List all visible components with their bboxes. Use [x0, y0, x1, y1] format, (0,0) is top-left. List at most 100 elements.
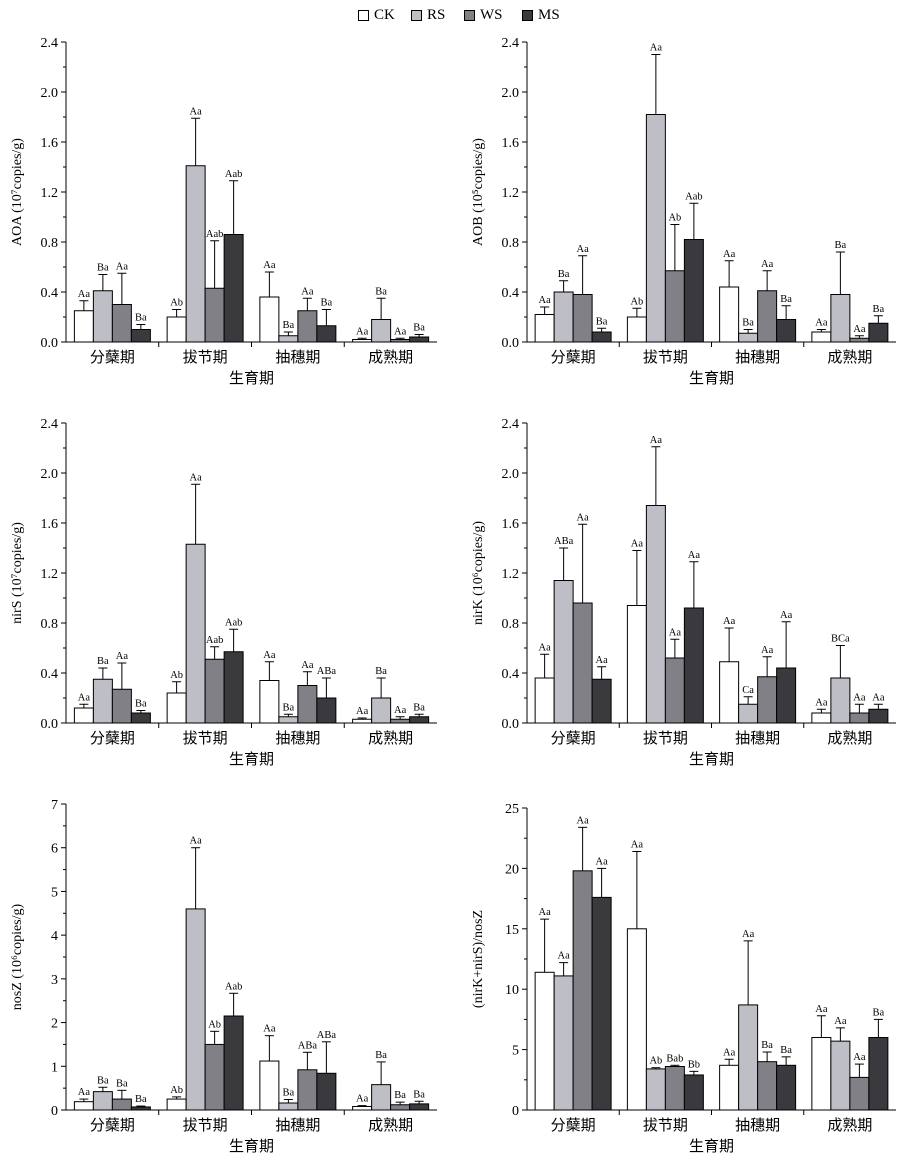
sig-label: Aa: [596, 655, 609, 666]
sig-label: Aab: [225, 981, 243, 992]
x-axis-title: 生育期: [229, 751, 274, 768]
bar-ck-1: [73, 310, 94, 343]
sig-label: Ba: [283, 1088, 295, 1099]
sig-label: Aa: [263, 1024, 276, 1035]
sig-label: Aa: [577, 512, 590, 523]
sig-label: Aa: [78, 692, 91, 703]
sig-label: Bb: [688, 1059, 700, 1070]
sig-label: Aa: [394, 326, 407, 337]
bar-rs-4: [371, 319, 392, 343]
chart-panel-2: Aa Ab Aa Aa Ba Aa Ba Ba Aa Ab Aa Aa Ba Aab Ba Ba 0.0 0.4 0…: [471, 36, 896, 387]
sig-label: Aa: [688, 550, 701, 561]
sig-label: Aa: [761, 259, 774, 270]
y-tick-label: 1.2: [41, 567, 59, 582]
x-tick-label: 拔节期: [183, 730, 228, 747]
sig-label: Ba: [97, 656, 109, 667]
bar-rs-1: [92, 1091, 113, 1111]
sig-label: Ba: [596, 316, 608, 327]
bar-ws-1: [572, 870, 593, 1111]
x-axis-title: 生育期: [229, 1138, 274, 1155]
sig-label: Aa: [723, 616, 736, 627]
y-tick-label: 0.4: [502, 286, 520, 301]
y-tick-label: 0.8: [502, 236, 520, 251]
bar-ws-2: [204, 287, 225, 343]
y-tick-label: 2.0: [41, 86, 59, 101]
bar-ws-1: [111, 304, 132, 343]
x-tick-label: 分蘖期: [90, 730, 135, 747]
sig-label: Aa: [815, 318, 828, 329]
sig-label: Ba: [413, 323, 425, 334]
legend: CK RS WS MS: [0, 4, 906, 26]
bar-ws-4: [849, 712, 870, 724]
y-tick-label: 2.0: [41, 467, 59, 482]
sig-label: Aa: [853, 692, 866, 703]
bar-ck-1: [73, 1101, 94, 1111]
bar-ms-1: [591, 896, 612, 1111]
sig-label: Bab: [666, 1053, 683, 1064]
bar-ms-4: [868, 322, 889, 343]
sig-label: Aa: [263, 260, 276, 271]
bar-ms-3: [776, 667, 797, 724]
x-tick-label: 抽穗期: [275, 349, 320, 366]
sig-label: Aa: [394, 705, 407, 716]
bar-rs-2: [645, 505, 666, 724]
x-tick-label: 抽穗期: [735, 1117, 780, 1134]
bar-rs-3: [738, 1004, 759, 1111]
sig-label: Aa: [650, 43, 663, 54]
bar-rs-3: [278, 335, 299, 343]
sig-label: Ba: [413, 1089, 425, 1100]
sig-label: Ba: [780, 294, 792, 305]
sig-label: Aab: [225, 169, 243, 180]
y-tick-label: 1.2: [502, 186, 520, 201]
sig-label: Ba: [835, 240, 847, 251]
sig-label: Aa: [631, 839, 644, 850]
sig-label: Ab: [170, 670, 183, 681]
legend-item-ck: CK: [358, 4, 395, 26]
sig-label: Ba: [558, 269, 570, 280]
sig-label: Aa: [78, 1087, 91, 1098]
legend-label-ck: CK: [374, 6, 395, 23]
bar-ms-4: [868, 708, 889, 724]
y-tick-label: 1.6: [502, 517, 520, 532]
sig-label: Aa: [558, 951, 571, 962]
y-tick-label: 1.6: [41, 517, 59, 532]
y-tick-label: 1.2: [502, 567, 520, 582]
y-tick-label: 6: [51, 842, 58, 857]
bar-ck-3: [719, 286, 740, 343]
bar-ms-3: [776, 319, 797, 343]
bar-ws-3: [757, 676, 778, 724]
y-tick-label: 0.8: [41, 617, 59, 632]
bar-ws-2: [664, 270, 685, 343]
legend-item-ws: WS: [464, 4, 503, 26]
bar-ms-1: [130, 712, 151, 724]
bar-ws-1: [111, 1098, 132, 1111]
x-tick-label: 抽穗期: [735, 349, 780, 366]
sig-label: Ba: [135, 1094, 147, 1105]
bar-ms-2: [683, 607, 704, 724]
sig-label: Ab: [668, 213, 681, 224]
x-tick-label: 成熟期: [827, 349, 872, 366]
chart-panel-4: Aa Aa Aa Aa ABa Aa Ca BCa Aa Aa Aa Aa Aa Aa Aa Aa 0.0 0.4…: [471, 417, 896, 768]
bar-ws-4: [390, 718, 411, 724]
bar-ws-4: [849, 337, 870, 343]
x-tick-label: 抽穗期: [275, 1117, 320, 1134]
y-tick-label: 2: [51, 1017, 58, 1032]
sig-label: Aa: [190, 472, 203, 483]
sig-label: Ab: [170, 298, 183, 309]
sig-label: Aa: [539, 907, 552, 918]
y-tick-label: 5: [512, 1044, 519, 1059]
sig-label: Ba: [116, 1078, 128, 1089]
sig-label: ABa: [554, 536, 574, 547]
bar-ms-3: [316, 325, 337, 343]
sig-label: Aa: [577, 244, 590, 255]
x-axis-title: 生育期: [689, 751, 734, 768]
bar-ws-2: [664, 1066, 685, 1111]
x-tick-label: 分蘖期: [551, 1117, 596, 1134]
sig-label: Aa: [853, 324, 866, 335]
bar-ws-3: [297, 1069, 318, 1111]
bar-ck-3: [259, 296, 280, 343]
x-tick-label: 成熟期: [368, 349, 413, 366]
y-axis-title: nirS (10⁷copies/g): [10, 522, 25, 624]
sig-label: Ba: [375, 666, 387, 677]
bar-ck-4: [352, 718, 373, 724]
